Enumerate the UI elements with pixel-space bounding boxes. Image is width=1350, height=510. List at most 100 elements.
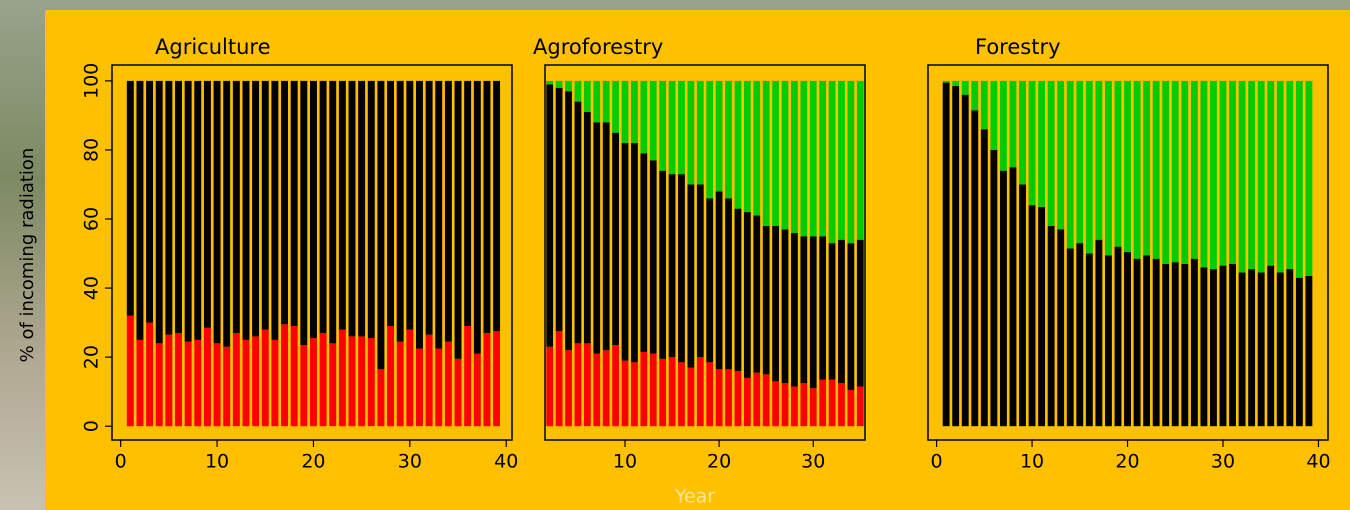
bar-segment	[782, 81, 789, 229]
bar-segment	[1258, 273, 1265, 427]
bar-segment	[546, 81, 553, 84]
bar-segment	[156, 343, 163, 426]
bar-segment	[165, 335, 172, 427]
x-tick-label: 20	[301, 451, 325, 473]
bar-segment	[281, 324, 288, 426]
bar-segment	[194, 81, 201, 340]
bar-segment	[603, 81, 610, 122]
bar-segment	[233, 81, 240, 333]
bar-segment	[593, 122, 600, 353]
bar-segment	[1153, 81, 1160, 259]
bar-segment	[546, 84, 553, 346]
bar-segment	[838, 81, 845, 240]
bar-segment	[493, 331, 500, 426]
bar-segment	[622, 361, 629, 427]
bar-segment	[735, 209, 742, 371]
bar-segment	[377, 369, 384, 426]
bar-segment	[725, 198, 732, 369]
bar-segment	[416, 81, 423, 349]
bar-segment	[678, 81, 685, 174]
bar-segment	[445, 81, 452, 342]
bar-segment	[455, 359, 462, 426]
bar-segment	[1067, 81, 1074, 248]
bar-segment	[329, 343, 336, 426]
bar-segment	[753, 81, 760, 216]
bar-segment	[377, 81, 384, 369]
bar-segment	[650, 81, 657, 160]
bar-segment	[772, 81, 779, 226]
bar-segment	[204, 328, 211, 426]
bar-segment	[631, 81, 638, 143]
bar-segment	[744, 378, 751, 426]
bar-segment	[397, 81, 404, 342]
bar-segment	[1229, 264, 1236, 426]
bar-segment	[753, 216, 760, 373]
bar-segment	[1277, 81, 1284, 273]
x-axis-label: Year	[674, 486, 715, 508]
bar-segment	[810, 388, 817, 426]
x-tick-label: 30	[1211, 451, 1235, 473]
bar-segment	[838, 240, 845, 383]
bar-segment	[791, 81, 798, 233]
bar-segment	[744, 212, 751, 378]
bar-segment	[678, 174, 685, 362]
bar-segment	[640, 352, 647, 426]
bar-segment	[819, 236, 826, 379]
page: {"chart_data": [ {"type": "bar", "stacke…	[0, 0, 1350, 510]
x-tick-label: 30	[801, 451, 825, 473]
bar-segment	[271, 81, 278, 340]
bar-segment	[612, 345, 619, 426]
bar-segment	[1305, 276, 1312, 426]
bar-segment	[1105, 81, 1112, 255]
bar-segment	[669, 81, 676, 174]
bar-segment	[782, 383, 789, 426]
bar-segment	[252, 336, 259, 426]
bar-segment	[156, 81, 163, 343]
x-tick-label: 20	[1115, 451, 1139, 473]
bar-segment	[829, 380, 836, 427]
x-tick-label: 0	[931, 451, 943, 473]
bar-segment	[556, 331, 563, 426]
bar-segment	[819, 81, 826, 236]
bar-segment	[772, 381, 779, 426]
y-tick-label: 20	[81, 345, 103, 369]
bar-segment	[406, 330, 413, 427]
bar-segment	[669, 174, 676, 357]
bar-segment	[165, 81, 172, 335]
bar-segment	[493, 81, 500, 331]
bar-segment	[435, 81, 442, 349]
bar-segment	[962, 95, 969, 426]
bar-segment	[640, 153, 647, 352]
bar-segment	[631, 362, 638, 426]
bar-segment	[310, 338, 317, 426]
bar-segment	[1038, 207, 1045, 426]
x-tick-label: 10	[205, 451, 229, 473]
bar-segment	[981, 129, 988, 426]
bar-segment	[387, 81, 394, 326]
bar-segment	[763, 226, 770, 374]
bar-segment	[233, 333, 240, 426]
bar-segment	[1248, 81, 1255, 269]
bar-segment	[744, 81, 751, 212]
bar-segment	[474, 81, 481, 354]
bar-segment	[575, 102, 582, 344]
bar-segment	[185, 342, 192, 427]
y-axis-label: % of incoming radiation	[17, 148, 38, 363]
bar-segment	[1239, 273, 1246, 427]
bar-segment	[800, 81, 807, 236]
bar-segment	[339, 330, 346, 427]
bar-segment	[857, 386, 864, 426]
bar-segment	[368, 338, 375, 426]
bar-segment	[1162, 264, 1169, 426]
bar-segment	[291, 326, 298, 426]
x-tick-label: 10	[613, 451, 637, 473]
bar-segment	[1019, 81, 1026, 185]
bar-segment	[669, 357, 676, 426]
bar-segment	[175, 81, 182, 333]
bar-segment	[1086, 81, 1093, 254]
bar-segment	[829, 81, 836, 243]
bar-segment	[575, 343, 582, 426]
bar-segment	[687, 367, 694, 426]
bar-segment	[678, 362, 685, 426]
bar-segment	[252, 81, 259, 337]
